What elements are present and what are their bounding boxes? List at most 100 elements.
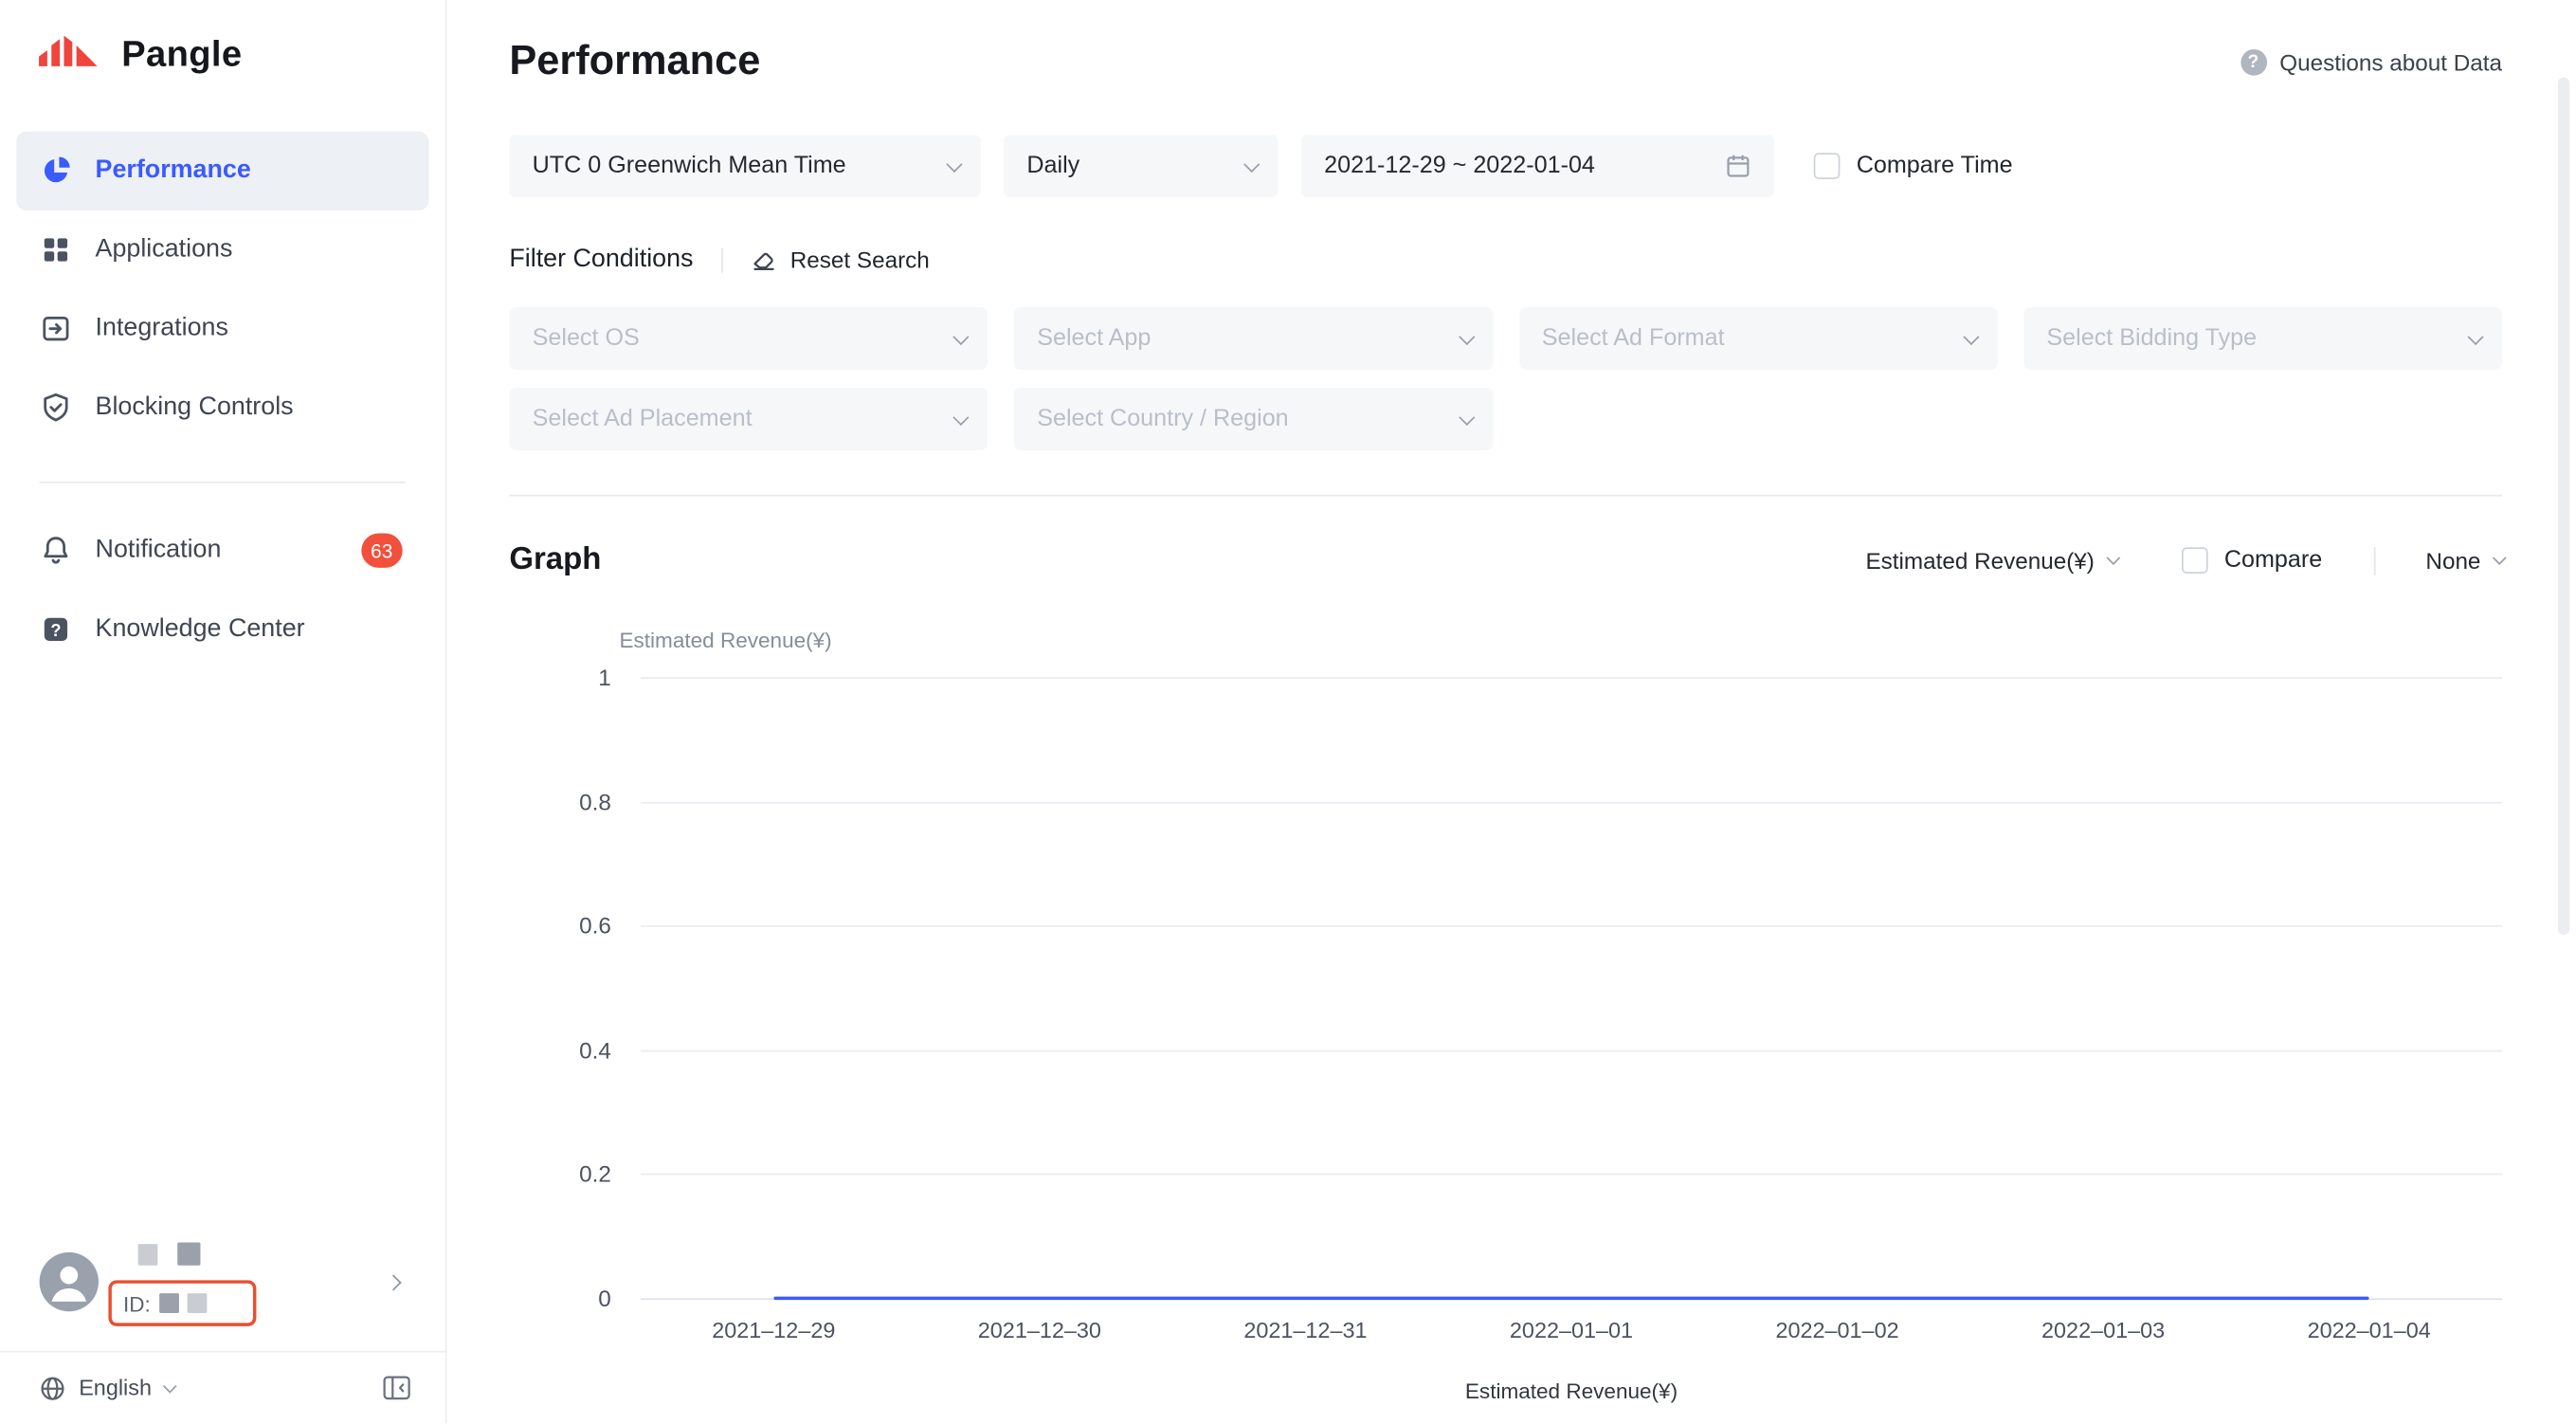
compare-checkbox[interactable]: Compare [2181,547,2322,574]
select-os[interactable]: Select OS [509,307,989,371]
sidebar-collapse-icon[interactable] [383,1376,410,1400]
chevron-down-icon [2106,551,2121,565]
sidebar-item-blocking-controls[interactable]: Blocking Controls [16,368,428,447]
redacted-username-block [137,1244,158,1266]
chevron-down-icon [1243,155,1261,173]
chevron-down-icon [952,328,970,345]
y-tick-label: 0.4 [579,1036,611,1064]
globe-icon [40,1375,66,1401]
revenue-line-series [773,1296,2369,1301]
graph-header: Graph Estimated Revenue(¥) Compare None [509,542,2507,578]
timezone-value: UTC 0 Greenwich Mean Time [532,153,846,179]
page-scrollbar[interactable] [2557,77,2570,936]
checkbox-icon [2181,547,2208,574]
account-expand-chevron-icon[interactable] [385,1274,402,1291]
sidebar-item-integrations[interactable]: Integrations [16,289,428,368]
x-tick-label: 2022–01–04 [2307,1318,2431,1343]
select-country-region[interactable]: Select Country / Region [1013,388,1493,450]
redacted-id-block [186,1293,207,1313]
select-ad-placement[interactable]: Select Ad Placement [509,388,989,450]
compare-time-checkbox[interactable]: Compare Time [1813,153,2013,179]
graph-controls: Estimated Revenue(¥) Compare None [1865,546,2507,575]
notification-count-badge: 63 [360,533,403,568]
metric-value: Estimated Revenue(¥) [1865,547,2095,574]
select-bidding-type[interactable]: Select Bidding Type [2023,307,2502,371]
integration-arrow-icon [40,312,73,345]
svg-text:?: ? [50,621,61,640]
breakdown-select[interactable]: None [2425,547,2507,574]
gridline [641,1050,2502,1052]
main-content: Performance ? Questions about Data UTC 0… [448,38,2576,1423]
vertical-divider [720,246,723,272]
chevron-down-icon [2492,551,2507,565]
granularity-select[interactable]: Daily [1004,135,1279,198]
date-range-picker[interactable]: 2021-12-29 ~ 2022-01-04 [1300,135,1775,198]
x-tick-label: 2021–12–30 [977,1318,1101,1343]
dimension-filters-grid: Select OS Select App Select Ad Format Se… [509,307,2502,450]
x-tick-label: 2022–01–02 [1775,1318,1899,1343]
chart-legend[interactable]: Estimated Revenue(¥) [1464,1378,1678,1404]
y-tick-label: 1 [598,664,611,691]
gridline [641,925,2502,927]
user-id-redaction-box: ID: [108,1280,257,1326]
reset-search-button[interactable]: Reset Search [751,246,930,273]
select-ad-format[interactable]: Select Ad Format [1518,307,1998,371]
app-grid-icon [40,233,73,266]
top-filter-row: UTC 0 Greenwich Mean Time Daily 2021-12-… [509,135,2502,198]
sidebar-divider [39,481,407,484]
sidebar-item-notification[interactable]: Notification 63 [16,511,428,590]
user-id-label: ID: [123,1290,151,1316]
sidebar-nav: Performance Applications [0,131,445,669]
chevron-down-icon [2467,328,2484,345]
sidebar-item-applications[interactable]: Applications [16,210,428,289]
breakdown-value: None [2425,547,2481,574]
pangle-logo-mark-icon [36,27,108,82]
chevron-down-icon [1962,328,1980,345]
questions-about-data-link[interactable]: ? Questions about Data [2240,48,2502,75]
page-title: Performance [509,37,761,84]
timezone-select[interactable]: UTC 0 Greenwich Mean Time [509,135,981,198]
filter-conditions-row: Filter Conditions Reset Search [509,245,2502,274]
bell-icon [40,534,73,567]
select-ad-format-placeholder: Select Ad Format [1541,325,1725,352]
metric-select[interactable]: Estimated Revenue(¥) [1865,547,2121,574]
gridline [641,801,2502,803]
x-tick-label: 2021–12–29 [712,1318,836,1343]
language-selector[interactable]: English [79,1375,152,1400]
chevron-down-icon [952,408,970,426]
sidebar-item-knowledge-center[interactable]: ? Knowledge Center [16,590,428,668]
granularity-value: Daily [1026,153,1080,179]
x-tick-label: 2021–12–31 [1243,1318,1368,1343]
y-tick-label: 0.2 [579,1160,611,1188]
x-axis-labels: 2021–12–29 2021–12–30 2021–12–31 2022–01–01… [641,1318,2502,1347]
reset-search-label: Reset Search [789,246,930,273]
y-axis-title: Estimated Revenue(¥) [619,628,832,653]
chevron-down-icon [1458,408,1475,426]
graph-title: Graph [509,542,602,577]
x-tick-label: 2022–01–01 [1509,1318,1634,1343]
plot-area: 0 0.2 0.4 0.6 0.8 1 [579,664,2502,1311]
pangle-logo: Pangle [0,0,445,79]
pie-chart-icon [40,155,73,188]
page-header: Performance ? Questions about Data [509,38,2502,85]
y-tick-label: 0.8 [579,788,611,815]
compare-time-label: Compare Time [1856,153,2013,179]
revenue-chart: Estimated Revenue(¥) 0 0.2 0.4 0.6 0.8 1 2021… [509,605,2502,1423]
calendar-icon [1725,153,1751,179]
chevron-down-icon [163,1378,178,1393]
select-app-placeholder: Select App [1037,325,1152,352]
sidebar-item-label: Knowledge Center [95,614,305,643]
select-app[interactable]: Select App [1013,307,1493,371]
checkbox-icon [1813,153,1841,179]
sidebar-item-performance[interactable]: Performance [16,131,429,210]
redacted-username-block [177,1242,201,1266]
date-range-value: 2021-12-29 ~ 2022-01-04 [1324,153,1595,179]
sidebar-item-label: Notification [95,536,222,564]
question-circle-icon: ? [2240,48,2267,75]
x-tick-label: 2022–01–03 [2041,1318,2166,1343]
language-bar: English [0,1350,447,1423]
user-avatar-icon[interactable] [39,1251,100,1312]
redacted-id-block [158,1293,179,1313]
sidebar-item-label: Performance [95,155,251,185]
select-os-placeholder: Select OS [532,325,640,352]
